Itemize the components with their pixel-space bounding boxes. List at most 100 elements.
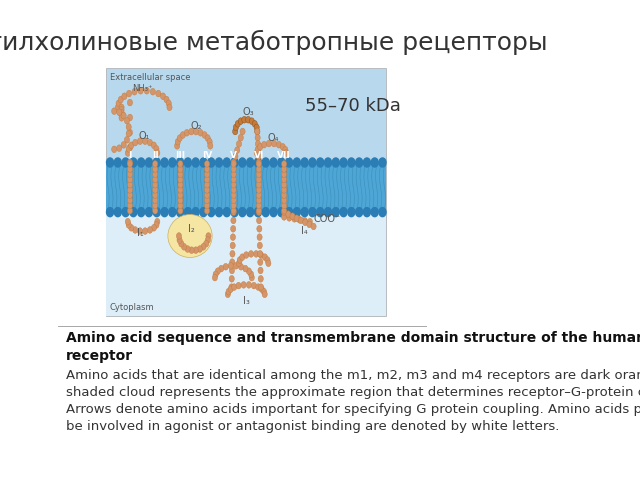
Circle shape <box>294 215 300 222</box>
Text: Cytoplasm: Cytoplasm <box>110 302 154 312</box>
Circle shape <box>234 124 239 131</box>
Circle shape <box>122 93 127 99</box>
Circle shape <box>193 128 198 135</box>
Circle shape <box>229 284 234 290</box>
Circle shape <box>156 90 161 97</box>
Circle shape <box>293 207 300 216</box>
Circle shape <box>256 284 261 290</box>
Circle shape <box>127 161 132 167</box>
Circle shape <box>257 242 262 249</box>
Circle shape <box>236 260 241 266</box>
Circle shape <box>208 158 215 167</box>
Circle shape <box>236 141 241 147</box>
Circle shape <box>119 112 124 119</box>
Circle shape <box>204 240 209 247</box>
Circle shape <box>127 114 132 121</box>
Circle shape <box>143 228 148 234</box>
Circle shape <box>161 93 166 99</box>
Circle shape <box>266 140 271 147</box>
Circle shape <box>189 247 194 253</box>
Circle shape <box>127 166 132 172</box>
Circle shape <box>231 209 236 216</box>
Circle shape <box>232 284 237 290</box>
Circle shape <box>207 138 212 145</box>
Text: Extracellular space: Extracellular space <box>110 73 190 82</box>
Circle shape <box>307 221 312 228</box>
Circle shape <box>138 158 145 167</box>
Circle shape <box>204 187 210 193</box>
Circle shape <box>161 158 168 167</box>
Text: V: V <box>230 151 237 160</box>
Circle shape <box>198 130 203 136</box>
Circle shape <box>204 192 210 198</box>
Circle shape <box>169 158 176 167</box>
Circle shape <box>257 226 262 232</box>
Circle shape <box>255 141 260 147</box>
Circle shape <box>228 286 234 292</box>
Circle shape <box>154 222 159 228</box>
Circle shape <box>254 124 259 131</box>
Circle shape <box>177 207 184 216</box>
Circle shape <box>232 128 238 135</box>
Circle shape <box>258 259 263 265</box>
Text: O₃: O₃ <box>243 107 254 117</box>
Circle shape <box>256 202 262 209</box>
Ellipse shape <box>168 215 212 257</box>
Circle shape <box>111 108 116 115</box>
Text: Ацетилхолиновые метаботропные рецепторы: Ацетилхолиновые метаботропные рецепторы <box>0 30 547 55</box>
Circle shape <box>230 251 235 257</box>
Circle shape <box>205 135 211 142</box>
Circle shape <box>262 158 269 167</box>
Circle shape <box>292 216 297 222</box>
Circle shape <box>290 213 295 219</box>
Circle shape <box>124 136 129 143</box>
Circle shape <box>151 142 156 149</box>
Circle shape <box>125 150 131 156</box>
Circle shape <box>270 207 277 216</box>
Circle shape <box>177 233 182 240</box>
Circle shape <box>255 146 260 153</box>
Circle shape <box>231 159 236 166</box>
Circle shape <box>348 207 355 216</box>
Circle shape <box>233 153 238 160</box>
Circle shape <box>206 233 211 240</box>
Circle shape <box>256 153 261 160</box>
Circle shape <box>248 271 253 277</box>
Circle shape <box>228 263 234 269</box>
Circle shape <box>192 207 199 216</box>
Circle shape <box>178 181 183 188</box>
Circle shape <box>152 197 158 204</box>
Circle shape <box>138 138 143 144</box>
Circle shape <box>262 291 268 298</box>
Circle shape <box>223 264 228 270</box>
Text: I₄: I₄ <box>301 226 307 236</box>
Circle shape <box>127 207 132 214</box>
Circle shape <box>248 251 253 257</box>
Circle shape <box>115 207 122 216</box>
Circle shape <box>278 158 285 167</box>
Circle shape <box>130 158 137 167</box>
Circle shape <box>178 202 183 209</box>
Circle shape <box>231 181 236 188</box>
Circle shape <box>298 217 303 224</box>
Circle shape <box>278 207 285 216</box>
Circle shape <box>243 265 248 272</box>
Circle shape <box>178 197 183 204</box>
Circle shape <box>144 87 149 94</box>
Circle shape <box>219 265 224 272</box>
Circle shape <box>189 128 194 135</box>
Circle shape <box>129 142 134 149</box>
Circle shape <box>236 282 241 289</box>
Circle shape <box>132 227 138 233</box>
Text: IV: IV <box>202 151 212 160</box>
Circle shape <box>262 141 267 148</box>
Circle shape <box>254 150 259 156</box>
Circle shape <box>324 207 332 216</box>
Circle shape <box>132 88 137 95</box>
Circle shape <box>256 207 262 214</box>
Circle shape <box>121 142 126 148</box>
Text: O₁: O₁ <box>139 131 150 141</box>
Circle shape <box>271 140 276 147</box>
Circle shape <box>152 187 158 193</box>
Circle shape <box>116 109 122 116</box>
